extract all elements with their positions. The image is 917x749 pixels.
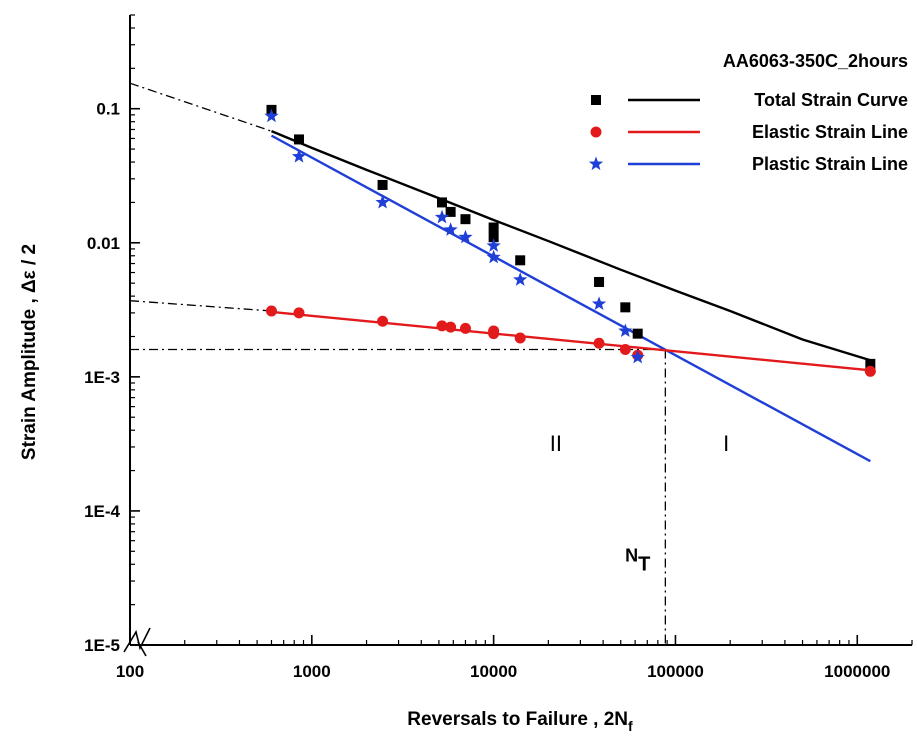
legend-marker-star bbox=[588, 156, 604, 171]
y-tick-label: 1E-5 bbox=[84, 636, 120, 655]
data-point-star bbox=[264, 108, 279, 123]
data-point-square bbox=[515, 255, 526, 266]
y-axis-title: Strain Amplitude , Δε / 2 bbox=[19, 244, 40, 460]
axes bbox=[123, 14, 913, 657]
data-point-circle bbox=[864, 365, 876, 377]
data-point-star bbox=[443, 222, 458, 236]
data-point-circle bbox=[514, 332, 526, 344]
data-point-circle bbox=[593, 337, 605, 349]
annotation-label: NT bbox=[625, 545, 650, 575]
annotation-label: I bbox=[723, 431, 729, 456]
data-point-square bbox=[488, 222, 499, 233]
y-tick-label: 1E-3 bbox=[84, 368, 120, 387]
data-point-square bbox=[293, 134, 304, 145]
data-point-square bbox=[377, 179, 388, 190]
data-point-square bbox=[445, 206, 456, 217]
series-markers bbox=[264, 104, 876, 377]
data-point-circle bbox=[436, 320, 448, 332]
x-axis-title: Reversals to Failure , 2Nf bbox=[407, 709, 633, 734]
series-line-circle bbox=[271, 310, 871, 372]
x-tick-label: 1000000 bbox=[824, 662, 890, 681]
x-tick-label: 100 bbox=[116, 662, 144, 681]
annotations: II INT bbox=[550, 431, 729, 575]
data-point-circle bbox=[619, 343, 631, 355]
extrapolation-line bbox=[129, 300, 272, 312]
extrapolation-line bbox=[129, 82, 272, 132]
series-line-square bbox=[271, 130, 871, 362]
data-point-star bbox=[375, 194, 390, 209]
data-point-circle bbox=[293, 307, 305, 319]
data-point-star bbox=[291, 149, 307, 163]
tick-labels: 100 1000 10000 100000 1000000 0.1 0.01 1E-3 1E-4… bbox=[84, 100, 890, 681]
y-tick-label: 0.01 bbox=[87, 234, 120, 253]
data-point-circle bbox=[459, 322, 471, 334]
x-axis-break-mark bbox=[123, 627, 151, 653]
annotation-label: II bbox=[550, 431, 562, 456]
legend: AA6063-350C_2hours Total Strain Curve Ela… bbox=[588, 51, 908, 174]
series-line-star bbox=[270, 134, 871, 463]
data-point-star bbox=[486, 249, 501, 264]
data-point-star bbox=[486, 238, 501, 252]
x-tick-label: 10000 bbox=[470, 662, 517, 681]
data-point-circle bbox=[265, 305, 277, 317]
data-point-circle bbox=[488, 328, 500, 340]
data-point-star bbox=[591, 296, 607, 310]
data-point-circle bbox=[377, 315, 389, 327]
guide-lines bbox=[129, 82, 667, 645]
data-point-star bbox=[618, 323, 633, 338]
data-point-star bbox=[630, 349, 645, 364]
legend-label: Plastic Strain Line bbox=[752, 154, 908, 174]
data-point-square bbox=[620, 302, 631, 313]
data-point-star bbox=[434, 209, 450, 224]
y-tick-label: 0.1 bbox=[96, 100, 120, 119]
x-tick-label: 1000 bbox=[293, 662, 331, 681]
data-point-square bbox=[436, 197, 447, 208]
legend-label: Total Strain Curve bbox=[754, 90, 908, 110]
legend-label: Elastic Strain Line bbox=[752, 122, 908, 142]
data-point-circle bbox=[445, 321, 457, 333]
series-lines bbox=[270, 130, 871, 463]
data-point-square bbox=[632, 328, 643, 339]
legend-marker-circle bbox=[590, 126, 602, 138]
data-point-square bbox=[488, 232, 499, 243]
x-tick-label: 100000 bbox=[647, 662, 704, 681]
data-point-star bbox=[458, 229, 473, 244]
data-point-square bbox=[594, 276, 605, 287]
data-point-square bbox=[865, 358, 876, 369]
legend-title: AA6063-350C_2hours bbox=[723, 51, 908, 71]
data-point-star bbox=[513, 272, 528, 286]
legend-marker-square bbox=[591, 95, 601, 105]
data-point-square bbox=[460, 214, 471, 225]
y-tick-label: 1E-4 bbox=[84, 502, 120, 521]
